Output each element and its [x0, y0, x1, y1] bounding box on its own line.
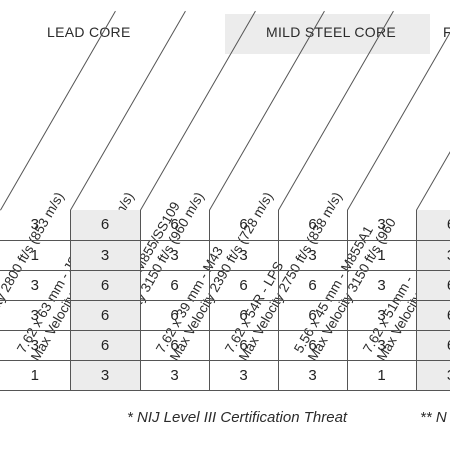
table-cell: 3 [209, 360, 279, 391]
table-cell: 6 [416, 210, 450, 241]
group-band-mild-steel [225, 14, 430, 54]
header-diagonal-line [0, 10, 116, 211]
table-cell: 1 [347, 240, 417, 271]
table-cell: 6 [140, 210, 210, 241]
group-label-mild-steel-core: MILD STEEL CORE [266, 24, 397, 40]
header-diagonal-line [140, 10, 256, 211]
table-cell: 6 [416, 270, 450, 301]
table-cell: 3 [416, 360, 450, 391]
threat-level-table: 3666636133331336666363666636366663613333… [0, 210, 450, 391]
table-cell: 6 [140, 270, 210, 301]
table-cell: 1 [0, 360, 71, 391]
table-cell: 3 [70, 360, 141, 391]
table-cell: 3 [347, 210, 417, 241]
table-row: 3666636 [0, 270, 450, 301]
table-cell: 6 [70, 330, 141, 361]
table-cell: 6 [70, 300, 141, 331]
table-cell: 6 [278, 300, 348, 331]
table-cell: 3 [0, 330, 71, 361]
group-label-lead-core: LEAD CORE [47, 24, 131, 40]
footnote-nij-level-iii: * NIJ Level III Certification Threat [127, 409, 348, 426]
table-cell: 6 [140, 330, 210, 361]
table-cell: 1 [347, 360, 417, 391]
table-cell: 6 [140, 300, 210, 331]
table-cell: 3 [140, 240, 210, 271]
table-cell: 3 [0, 270, 71, 301]
table-cell: 3 [347, 330, 417, 361]
table-cell: 6 [70, 270, 141, 301]
table-cell: 3 [140, 360, 210, 391]
table-cell: 6 [416, 300, 450, 331]
table-cell: 3 [416, 240, 450, 271]
table-cell: 3 [347, 300, 417, 331]
table-cell: 6 [209, 270, 279, 301]
table-row: 3666636 [0, 300, 450, 331]
footnote-second: ** N [420, 409, 447, 426]
table-cell: 3 [278, 240, 348, 271]
table-cell: 6 [209, 330, 279, 361]
table-cell: 6 [70, 210, 141, 241]
table-cell: 6 [209, 210, 279, 241]
header-diagonal-line [70, 10, 186, 211]
table-cell: 6 [416, 330, 450, 361]
table-row: 3666636 [0, 330, 450, 361]
table-cell: 6 [278, 270, 348, 301]
table-cell: 3 [278, 360, 348, 391]
table-cell: 3 [347, 270, 417, 301]
table-cell: 3 [70, 240, 141, 271]
table-cell: 3 [0, 300, 71, 331]
table-cell: 6 [278, 210, 348, 241]
table-row: 3666636 [0, 210, 450, 241]
table-cell: 1 [0, 240, 71, 271]
table-cell: 3 [0, 210, 71, 241]
group-label-partial: F [443, 24, 450, 40]
table-cell: 6 [278, 330, 348, 361]
table-cell: 3 [209, 240, 279, 271]
table-cell: 6 [209, 300, 279, 331]
